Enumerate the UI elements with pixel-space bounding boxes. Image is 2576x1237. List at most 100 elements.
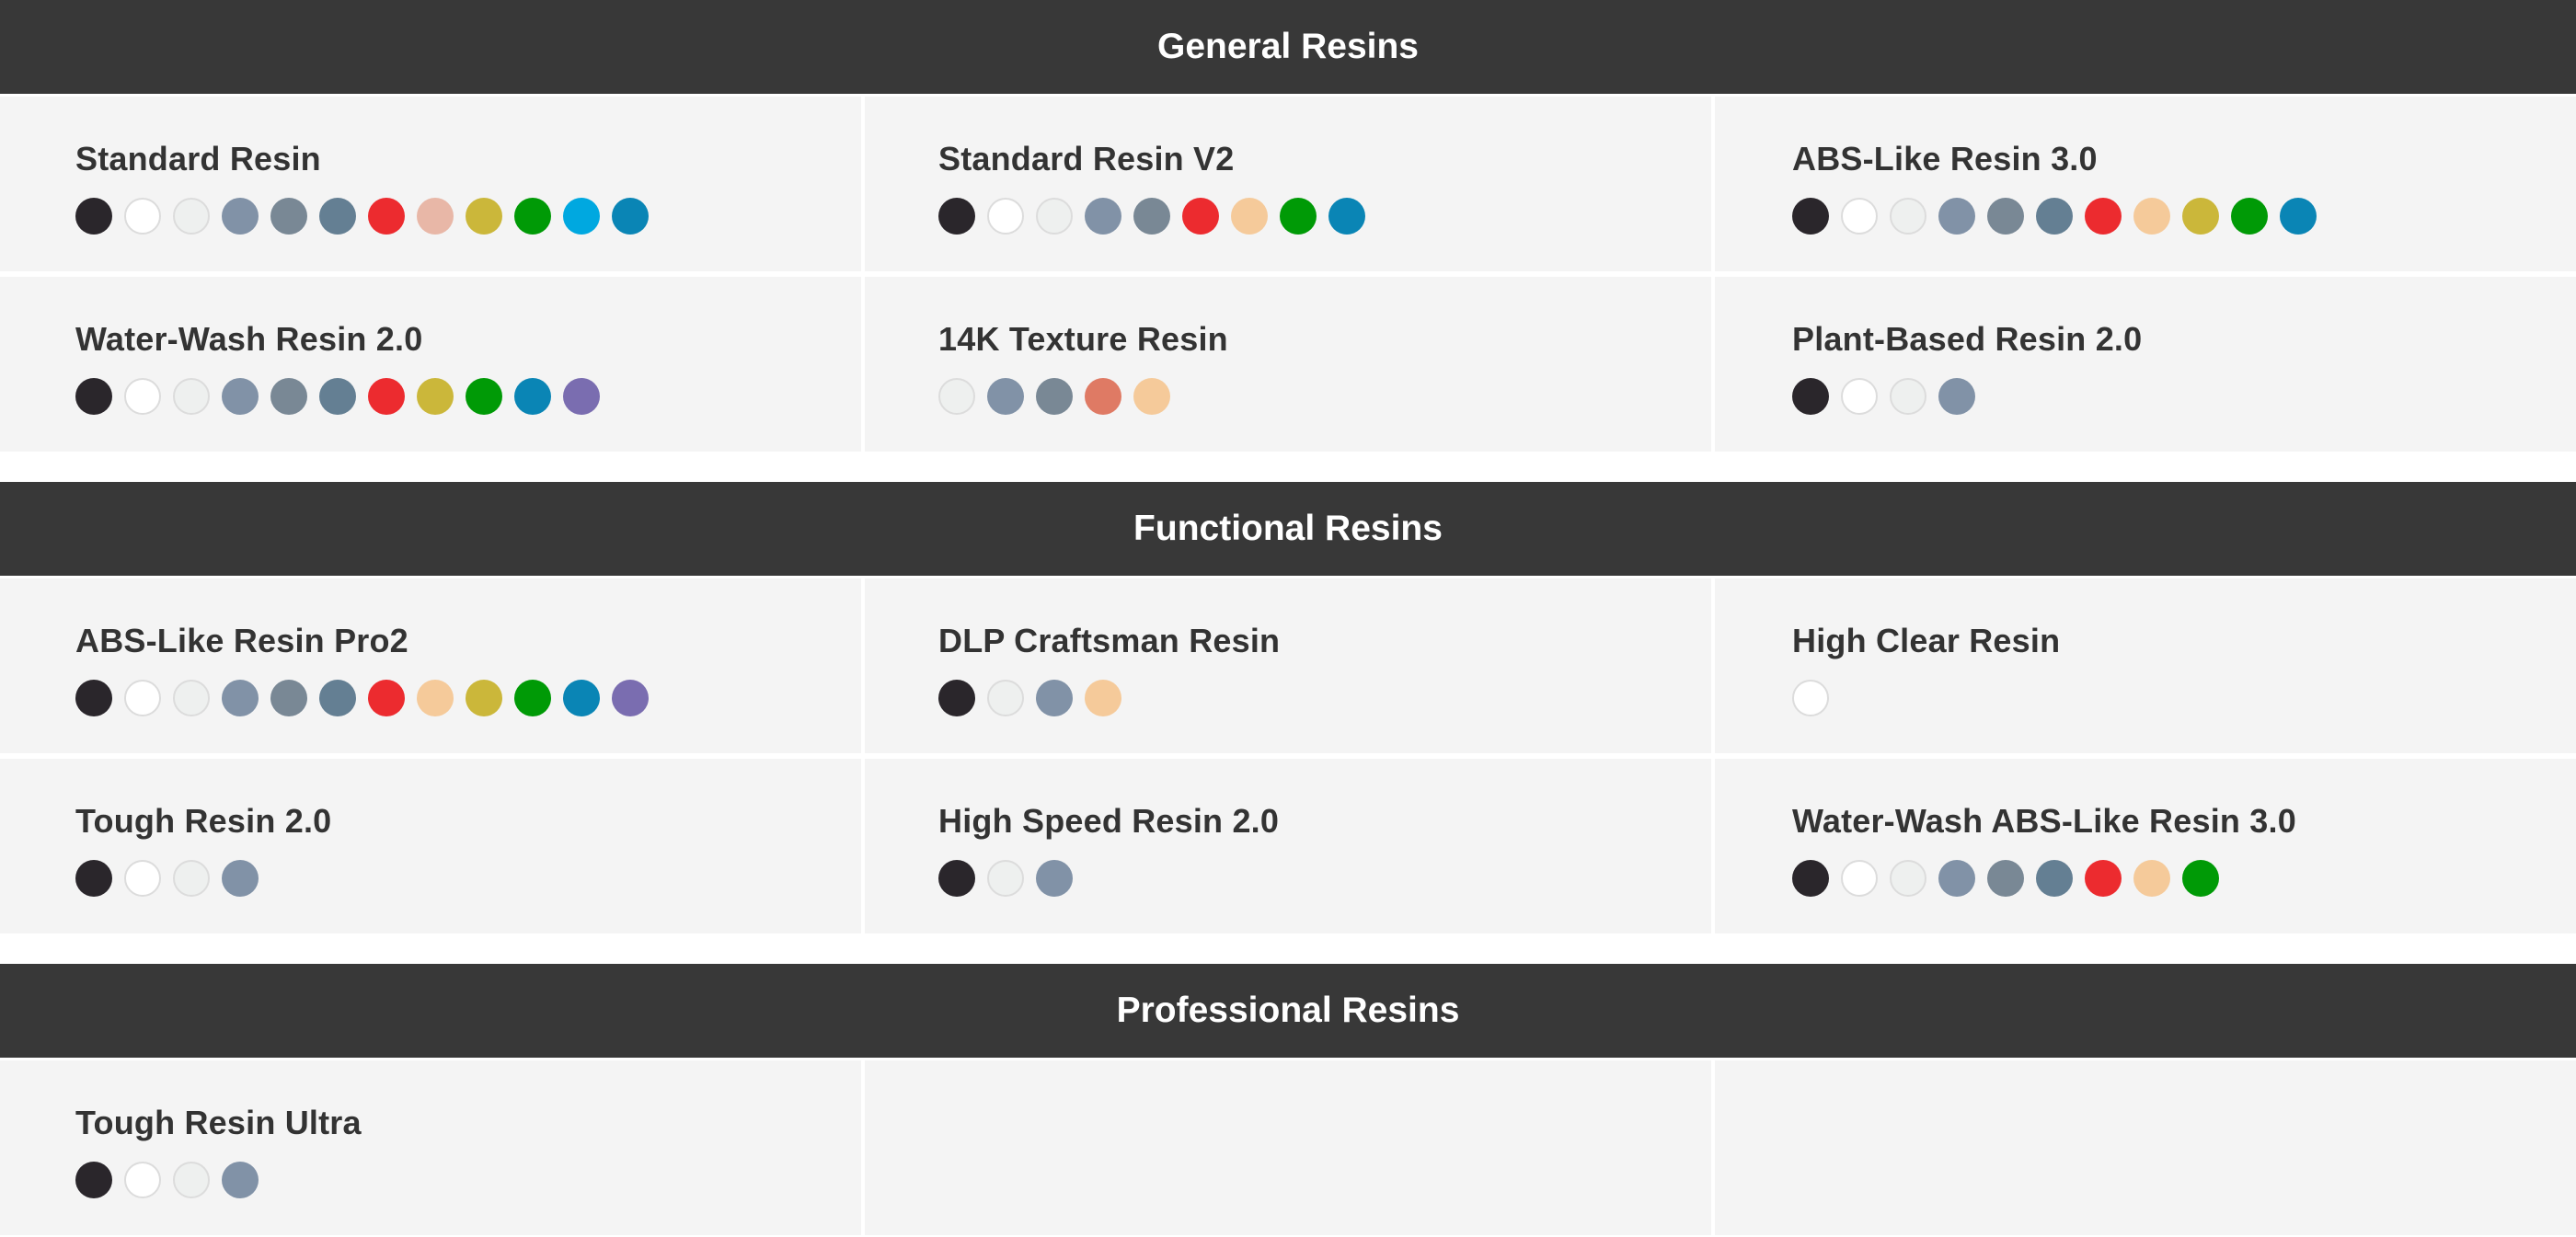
color-swatch-white[interactable] — [124, 1162, 161, 1198]
color-swatch-grey-blue[interactable] — [222, 1162, 259, 1198]
color-swatch-blue[interactable] — [1328, 198, 1365, 235]
product-card[interactable]: Standard Resin — [0, 97, 861, 271]
product-name[interactable]: Water-Wash ABS-Like Resin 3.0 — [1792, 802, 2296, 840]
product-name[interactable]: DLP Craftsman Resin — [938, 622, 1281, 659]
product-card[interactable]: DLP Craftsman Resin — [865, 578, 1711, 753]
product-card[interactable]: ABS-Like Resin 3.0 — [1715, 97, 2576, 271]
product-name[interactable]: Water-Wash Resin 2.0 — [75, 320, 423, 358]
color-swatch-white[interactable] — [987, 198, 1024, 235]
color-swatch-cyan[interactable] — [563, 198, 600, 235]
color-swatch-clear[interactable] — [173, 378, 210, 415]
color-swatch-blue[interactable] — [612, 198, 649, 235]
color-swatch-yellow[interactable] — [2182, 198, 2219, 235]
color-swatch-yellow[interactable] — [417, 378, 454, 415]
color-swatch-black[interactable] — [1792, 378, 1829, 415]
color-swatch-peach[interactable] — [1231, 198, 1268, 235]
color-swatch-white[interactable] — [124, 860, 161, 897]
product-card[interactable]: Water-Wash ABS-Like Resin 3.0 — [1715, 759, 2576, 933]
color-swatch-clear[interactable] — [173, 198, 210, 235]
color-swatch-grey[interactable] — [1987, 198, 2024, 235]
product-name[interactable]: High Clear Resin — [1792, 622, 2061, 659]
color-swatch-grey[interactable] — [270, 378, 307, 415]
color-swatch-clear[interactable] — [173, 680, 210, 716]
color-swatch-clear[interactable] — [987, 680, 1024, 716]
product-card[interactable]: 14K Texture Resin — [865, 277, 1711, 452]
product-card[interactable]: High Clear Resin — [1715, 578, 2576, 753]
color-swatch-purple[interactable] — [612, 680, 649, 716]
color-swatch-grey-blue[interactable] — [222, 680, 259, 716]
color-swatch-slate[interactable] — [319, 680, 356, 716]
color-swatch-peach[interactable] — [1085, 680, 1121, 716]
color-swatch-green[interactable] — [466, 378, 502, 415]
product-card[interactable]: Plant-Based Resin 2.0 — [1715, 277, 2576, 452]
color-swatch-pink[interactable] — [417, 198, 454, 235]
color-swatch-clear[interactable] — [1890, 378, 1926, 415]
color-swatch-grey-blue[interactable] — [222, 860, 259, 897]
color-swatch-red[interactable] — [2085, 860, 2122, 897]
color-swatch-white[interactable] — [1841, 198, 1878, 235]
color-swatch-green[interactable] — [2231, 198, 2268, 235]
product-name[interactable]: 14K Texture Resin — [938, 320, 1228, 358]
color-swatch-grey-blue[interactable] — [222, 378, 259, 415]
color-swatch-green[interactable] — [514, 680, 551, 716]
color-swatch-clear[interactable] — [938, 378, 975, 415]
product-name[interactable]: Plant-Based Resin 2.0 — [1792, 320, 2143, 358]
color-swatch-black[interactable] — [75, 378, 112, 415]
color-swatch-blue[interactable] — [514, 378, 551, 415]
color-swatch-clear[interactable] — [173, 1162, 210, 1198]
color-swatch-slate[interactable] — [319, 378, 356, 415]
color-swatch-black[interactable] — [1792, 860, 1829, 897]
color-swatch-white[interactable] — [1792, 680, 1829, 716]
color-swatch-red[interactable] — [368, 198, 405, 235]
color-swatch-white[interactable] — [124, 680, 161, 716]
color-swatch-red[interactable] — [368, 680, 405, 716]
color-swatch-grey-blue[interactable] — [987, 378, 1024, 415]
product-name[interactable]: High Speed Resin 2.0 — [938, 802, 1280, 840]
color-swatch-clear[interactable] — [987, 860, 1024, 897]
color-swatch-grey-blue[interactable] — [1036, 860, 1073, 897]
product-card[interactable]: Water-Wash Resin 2.0 — [0, 277, 861, 452]
color-swatch-black[interactable] — [1792, 198, 1829, 235]
product-card[interactable]: ABS-Like Resin Pro2 — [0, 578, 861, 753]
product-card[interactable]: High Speed Resin 2.0 — [865, 759, 1711, 933]
product-name[interactable]: Tough Resin 2.0 — [75, 802, 332, 840]
color-swatch-green[interactable] — [514, 198, 551, 235]
color-swatch-yellow[interactable] — [466, 680, 502, 716]
color-swatch-clear[interactable] — [1890, 198, 1926, 235]
product-name[interactable]: ABS-Like Resin Pro2 — [75, 622, 408, 659]
color-swatch-grey[interactable] — [270, 680, 307, 716]
color-swatch-yellow[interactable] — [466, 198, 502, 235]
color-swatch-clear[interactable] — [173, 860, 210, 897]
color-swatch-grey-blue[interactable] — [222, 198, 259, 235]
color-swatch-slate[interactable] — [2036, 198, 2073, 235]
color-swatch-grey[interactable] — [1036, 378, 1073, 415]
color-swatch-grey[interactable] — [270, 198, 307, 235]
color-swatch-red[interactable] — [368, 378, 405, 415]
product-card[interactable]: Tough Resin Ultra — [0, 1060, 861, 1235]
product-card[interactable]: Standard Resin V2 — [865, 97, 1711, 271]
color-swatch-slate[interactable] — [2036, 860, 2073, 897]
color-swatch-blue[interactable] — [563, 680, 600, 716]
color-swatch-white[interactable] — [124, 198, 161, 235]
color-swatch-red[interactable] — [1182, 198, 1219, 235]
color-swatch-peach[interactable] — [417, 680, 454, 716]
color-swatch-white[interactable] — [1841, 378, 1878, 415]
color-swatch-slate[interactable] — [319, 198, 356, 235]
product-name[interactable]: Tough Resin Ultra — [75, 1104, 362, 1141]
color-swatch-grey-blue[interactable] — [1085, 198, 1121, 235]
color-swatch-black[interactable] — [75, 1162, 112, 1198]
product-card[interactable]: Tough Resin 2.0 — [0, 759, 861, 933]
color-swatch-black[interactable] — [75, 198, 112, 235]
color-swatch-purple[interactable] — [563, 378, 600, 415]
color-swatch-grey[interactable] — [1133, 198, 1170, 235]
color-swatch-peach[interactable] — [2133, 860, 2170, 897]
color-swatch-grey-blue[interactable] — [1938, 378, 1975, 415]
product-name[interactable]: Standard Resin — [75, 140, 321, 178]
color-swatch-black[interactable] — [75, 680, 112, 716]
color-swatch-white[interactable] — [124, 378, 161, 415]
color-swatch-green[interactable] — [2182, 860, 2219, 897]
color-swatch-grey[interactable] — [1987, 860, 2024, 897]
color-swatch-grey-blue[interactable] — [1938, 860, 1975, 897]
color-swatch-red[interactable] — [2085, 198, 2122, 235]
color-swatch-peach[interactable] — [2133, 198, 2170, 235]
